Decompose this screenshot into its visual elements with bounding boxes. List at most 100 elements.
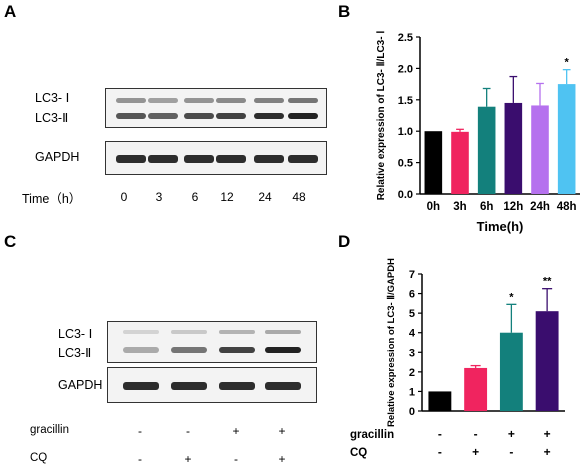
- treatment-sign: +: [544, 427, 551, 441]
- bar: [535, 311, 559, 411]
- y-tick-label: 0.5: [398, 158, 413, 170]
- treatment-sign: -: [438, 445, 442, 459]
- panel-letter-b: B: [338, 2, 351, 21]
- lc3-2-band: [171, 347, 207, 353]
- lc3-2-band: [123, 347, 159, 353]
- blot-c-cq-label: CQ: [30, 452, 48, 464]
- lane-label: 48: [292, 190, 306, 204]
- blot-a-lc3-2-label: LC3-Ⅱ: [35, 111, 69, 125]
- lc3-1-band: [219, 330, 255, 334]
- x-tick-label: 6h: [480, 201, 493, 213]
- gapdh-band: [219, 382, 255, 390]
- treatment-sign: -: [509, 445, 513, 459]
- y-axis-label: Relative expression of LC3- Ⅱ/LC3- Ⅰ: [376, 31, 387, 201]
- cq-sign: -: [138, 452, 142, 466]
- treatment-sign: +: [544, 445, 551, 459]
- y-tick-label: 3: [409, 347, 415, 359]
- gapdh-band: [265, 382, 301, 390]
- y-tick-label: 0.0: [398, 189, 413, 201]
- lc3-1-band: [171, 330, 207, 334]
- gapdh-band: [216, 155, 246, 163]
- lc3-1-band: [216, 98, 246, 103]
- panel-letter-d: D: [338, 232, 351, 251]
- treatment-sign: -: [438, 427, 442, 441]
- lc3-1-band: [254, 98, 284, 103]
- y-tick-label: 6: [409, 289, 415, 301]
- panel-letter-a: A: [4, 2, 17, 21]
- gracillin-sign: -: [186, 424, 190, 438]
- blot-c-gracillin-label: gracillin: [30, 424, 69, 436]
- x-axis-label: Time(h): [477, 219, 524, 234]
- bar: [477, 106, 496, 194]
- y-tick-label: 5: [409, 308, 415, 320]
- lc3-1-band: [265, 330, 301, 334]
- bar: [499, 332, 523, 411]
- bar: [504, 102, 523, 194]
- blot-a-lc3-box: [105, 88, 327, 128]
- y-axis-label: Relative expression of LC3- Ⅱ/GAPDH: [386, 258, 397, 427]
- significance-mark: *: [509, 291, 514, 303]
- lc3-1-band: [148, 98, 178, 103]
- y-tick-label: 1.5: [398, 95, 413, 107]
- blot-a-gapdh-label: GAPDH: [35, 150, 80, 164]
- x-tick-label: 3h: [453, 201, 466, 213]
- gapdh-band: [148, 155, 178, 163]
- panel-letter-c: C: [4, 232, 17, 251]
- blot-c-gapdh-label: GAPDH: [58, 378, 103, 392]
- gapdh-band: [288, 155, 318, 163]
- x-tick-label: 12h: [503, 201, 523, 213]
- lane-label: 24: [258, 190, 272, 204]
- bar: [464, 367, 488, 411]
- y-tick-label: 2.5: [398, 32, 413, 44]
- treatment-row-label: CQ: [350, 447, 367, 459]
- gracillin-sign: +: [278, 424, 286, 438]
- blot-c-gapdh-box: [107, 367, 317, 403]
- gapdh-band: [123, 382, 159, 390]
- x-tick-label: 24h: [530, 201, 550, 213]
- cq-sign: +: [184, 452, 192, 466]
- x-tick-label: 48h: [557, 201, 577, 213]
- bar: [451, 131, 469, 194]
- treatment-row-label: gracillin: [350, 429, 394, 441]
- gracillin-sign: -: [138, 424, 142, 438]
- lc3-2-band: [148, 113, 178, 119]
- y-tick-label: 2.0: [398, 63, 413, 75]
- lc3-1-band: [288, 98, 318, 103]
- y-tick-label: 4: [409, 328, 416, 340]
- y-tick-label: 1.0: [398, 126, 413, 138]
- lc3-2-band: [216, 113, 246, 119]
- lc3-2-band: [219, 347, 255, 353]
- lane-label: 0: [120, 190, 128, 204]
- significance-mark: *: [565, 57, 570, 69]
- lc3-2-band: [254, 113, 284, 119]
- gapdh-band: [171, 382, 207, 390]
- gapdh-band: [254, 155, 284, 163]
- bar: [424, 131, 443, 194]
- y-tick-label: 0: [409, 406, 415, 418]
- x-tick-label: 0h: [427, 201, 440, 213]
- lane-label: 3: [155, 190, 163, 204]
- y-tick-label: 2: [409, 367, 415, 379]
- cq-sign: -: [234, 452, 238, 466]
- treatment-sign: -: [474, 427, 478, 441]
- lane-label: 6: [191, 190, 199, 204]
- lane-label: 12: [220, 190, 234, 204]
- blot-a-time-label: Time（h）: [22, 192, 82, 206]
- y-tick-label: 1: [409, 386, 415, 398]
- blot-c-lc3-box: [107, 321, 317, 363]
- lc3-2-band: [184, 113, 214, 119]
- blot-c-lc3-2-label: LC3-Ⅱ: [58, 346, 92, 360]
- bar: [557, 84, 576, 194]
- lc3-2-band: [265, 347, 301, 353]
- gapdh-band: [116, 155, 146, 163]
- gracillin-sign: +: [232, 424, 240, 438]
- bar: [531, 105, 549, 194]
- y-tick-label: 7: [409, 269, 415, 281]
- treatment-sign: +: [508, 427, 515, 441]
- lc3-1-band: [116, 98, 146, 103]
- bar: [428, 391, 452, 411]
- blot-a-gapdh-box: [105, 141, 327, 175]
- gapdh-band: [184, 155, 214, 163]
- lc3-1-band: [123, 330, 159, 334]
- lc3-1-band: [184, 98, 214, 103]
